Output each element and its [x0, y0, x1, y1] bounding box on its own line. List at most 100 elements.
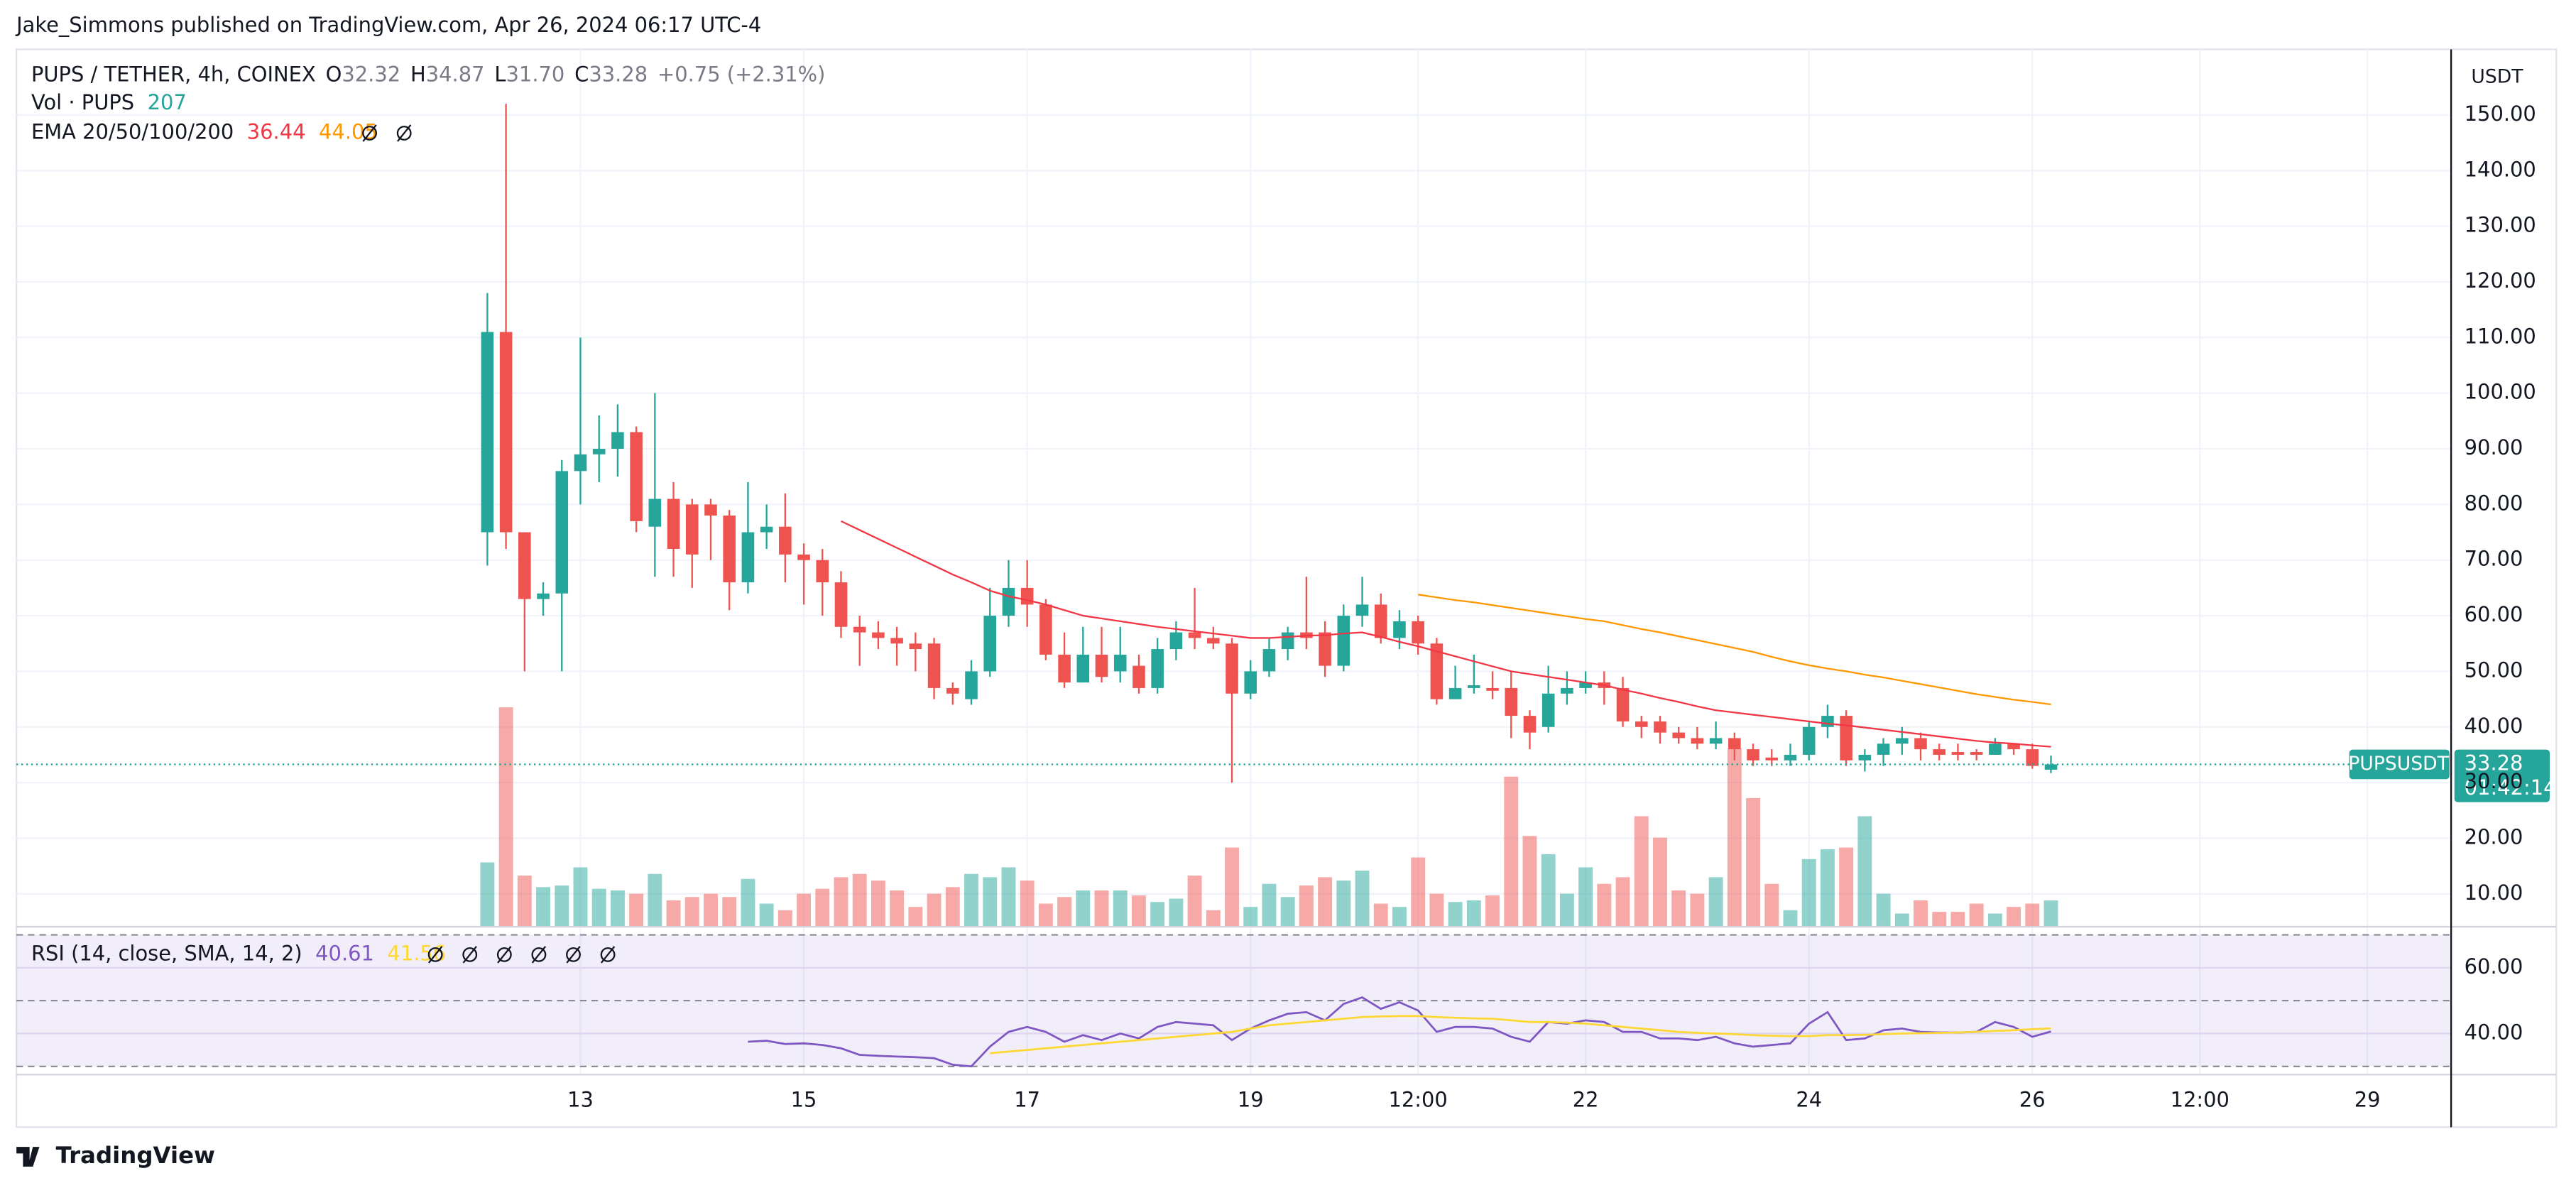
volume-bar — [1057, 897, 1072, 927]
candle-body — [1728, 738, 1741, 750]
y-tick-label: 80.00 — [2465, 491, 2523, 515]
vol-label: Vol · PUPS — [31, 90, 134, 114]
rsi-tick-label: 60.00 — [2465, 954, 2523, 979]
volume-bar — [890, 890, 905, 927]
candle-body — [1337, 616, 1350, 666]
volume-bar — [983, 877, 998, 927]
volume-bar — [908, 907, 923, 927]
o: O — [326, 62, 342, 87]
volume-bar — [964, 873, 978, 927]
candle-body — [1747, 749, 1759, 761]
volume-bar — [852, 873, 867, 927]
volume-bar — [1429, 893, 1444, 927]
volume-bar — [759, 903, 774, 927]
volume-bar — [945, 887, 960, 927]
volume-bar — [1634, 816, 1649, 927]
candle-body — [574, 454, 587, 472]
candle-body — [1374, 604, 1387, 638]
rsi-label: RSI (14, close, SMA, 14, 2) — [31, 941, 302, 965]
y-tick-label: 50.00 — [2465, 658, 2523, 682]
volume-bar — [1373, 903, 1388, 927]
volume-bar — [1746, 797, 1761, 927]
y-tick-label: 140.00 — [2465, 157, 2536, 181]
footer-logo-text: TradingView — [56, 1142, 215, 1169]
candle-body — [1226, 643, 1238, 694]
candle-body — [1672, 732, 1685, 739]
volume-bar — [2043, 900, 2058, 927]
c-val: 33.28 — [589, 62, 648, 87]
volume-bar — [1001, 867, 1016, 927]
marks — [16, 104, 2452, 1068]
candle-body — [1691, 738, 1704, 744]
volume-bar — [555, 885, 569, 927]
volume-bar — [1336, 881, 1351, 927]
candle-body — [1765, 757, 1779, 761]
candle-body — [630, 432, 643, 521]
candle-body — [1095, 654, 1108, 677]
volume-bar — [1578, 867, 1593, 927]
rsi-empty-icons — [427, 946, 616, 964]
x-tick-label: 26 — [2019, 1087, 2046, 1111]
candle-body — [834, 582, 848, 627]
symbol-title: PUPS / TETHER, 4h, COINEX — [31, 62, 316, 87]
header: Jake_Simmons published on TradingView.co… — [15, 13, 761, 37]
candle-body — [1541, 693, 1555, 727]
candle-body — [797, 554, 810, 560]
c: C — [574, 62, 589, 87]
candle-body — [1821, 716, 1834, 727]
l: L — [494, 62, 506, 87]
volume-bar — [573, 867, 588, 927]
candle-body — [1579, 682, 1592, 688]
volume-bar — [1876, 893, 1891, 927]
rsi-line — [990, 1015, 2051, 1055]
candle-body — [1281, 632, 1294, 650]
candle-body — [2007, 743, 2020, 750]
candle-body — [890, 638, 903, 644]
candle-body — [816, 560, 829, 583]
candle-body — [481, 332, 494, 533]
volume-bar — [1932, 912, 1947, 927]
y-tick-label: 110.00 — [2465, 324, 2536, 348]
candle-body — [2026, 749, 2039, 766]
change: +0.75 (+2.31%) — [657, 62, 825, 87]
candle-body — [704, 504, 717, 516]
candle-body — [1151, 649, 1164, 688]
rsi-line — [748, 996, 2051, 1068]
volume-bar — [517, 876, 532, 927]
candle-body — [1133, 665, 1145, 688]
candle-body — [499, 332, 513, 533]
ema-line — [840, 520, 2051, 748]
candle-body — [1486, 687, 1499, 691]
volume-bar — [629, 893, 644, 927]
candle-body — [1505, 687, 1518, 716]
candle-body — [983, 616, 997, 672]
candle-body — [648, 498, 662, 527]
volume-bar — [1671, 890, 1686, 927]
h: H — [410, 62, 426, 87]
ema-label: EMA 20/50/100/200 — [31, 119, 234, 143]
candle-body — [1895, 738, 1909, 744]
volume-bar — [1559, 893, 1574, 927]
volume-bar — [666, 900, 681, 927]
last-price-box — [2454, 749, 2550, 802]
y-tick-label: 130.00 — [2465, 213, 2536, 237]
volume-bar — [777, 910, 792, 927]
logo: TradingView — [16, 1142, 215, 1169]
candle-body — [1319, 632, 1331, 666]
volume-bar — [684, 897, 699, 927]
candle-body — [853, 626, 866, 633]
candle-body — [741, 532, 755, 583]
legend-rsi: RSI (14, close, SMA, 14, 2) 40.61 41.56 — [31, 941, 446, 965]
volume-bar — [1318, 877, 1333, 927]
y-tick-label: 70.00 — [2465, 547, 2523, 571]
volume-bar — [1764, 883, 1779, 927]
o-val: 32.32 — [342, 62, 400, 87]
candle-body — [1523, 716, 1537, 733]
x-tick-label: 29 — [2354, 1087, 2381, 1111]
volume-bar — [480, 862, 495, 927]
volume-bar — [1783, 910, 1798, 927]
y-tick-label: 30.00 — [2465, 769, 2523, 793]
candle-body — [1020, 587, 1034, 605]
y-tick-label: 10.00 — [2465, 881, 2523, 905]
